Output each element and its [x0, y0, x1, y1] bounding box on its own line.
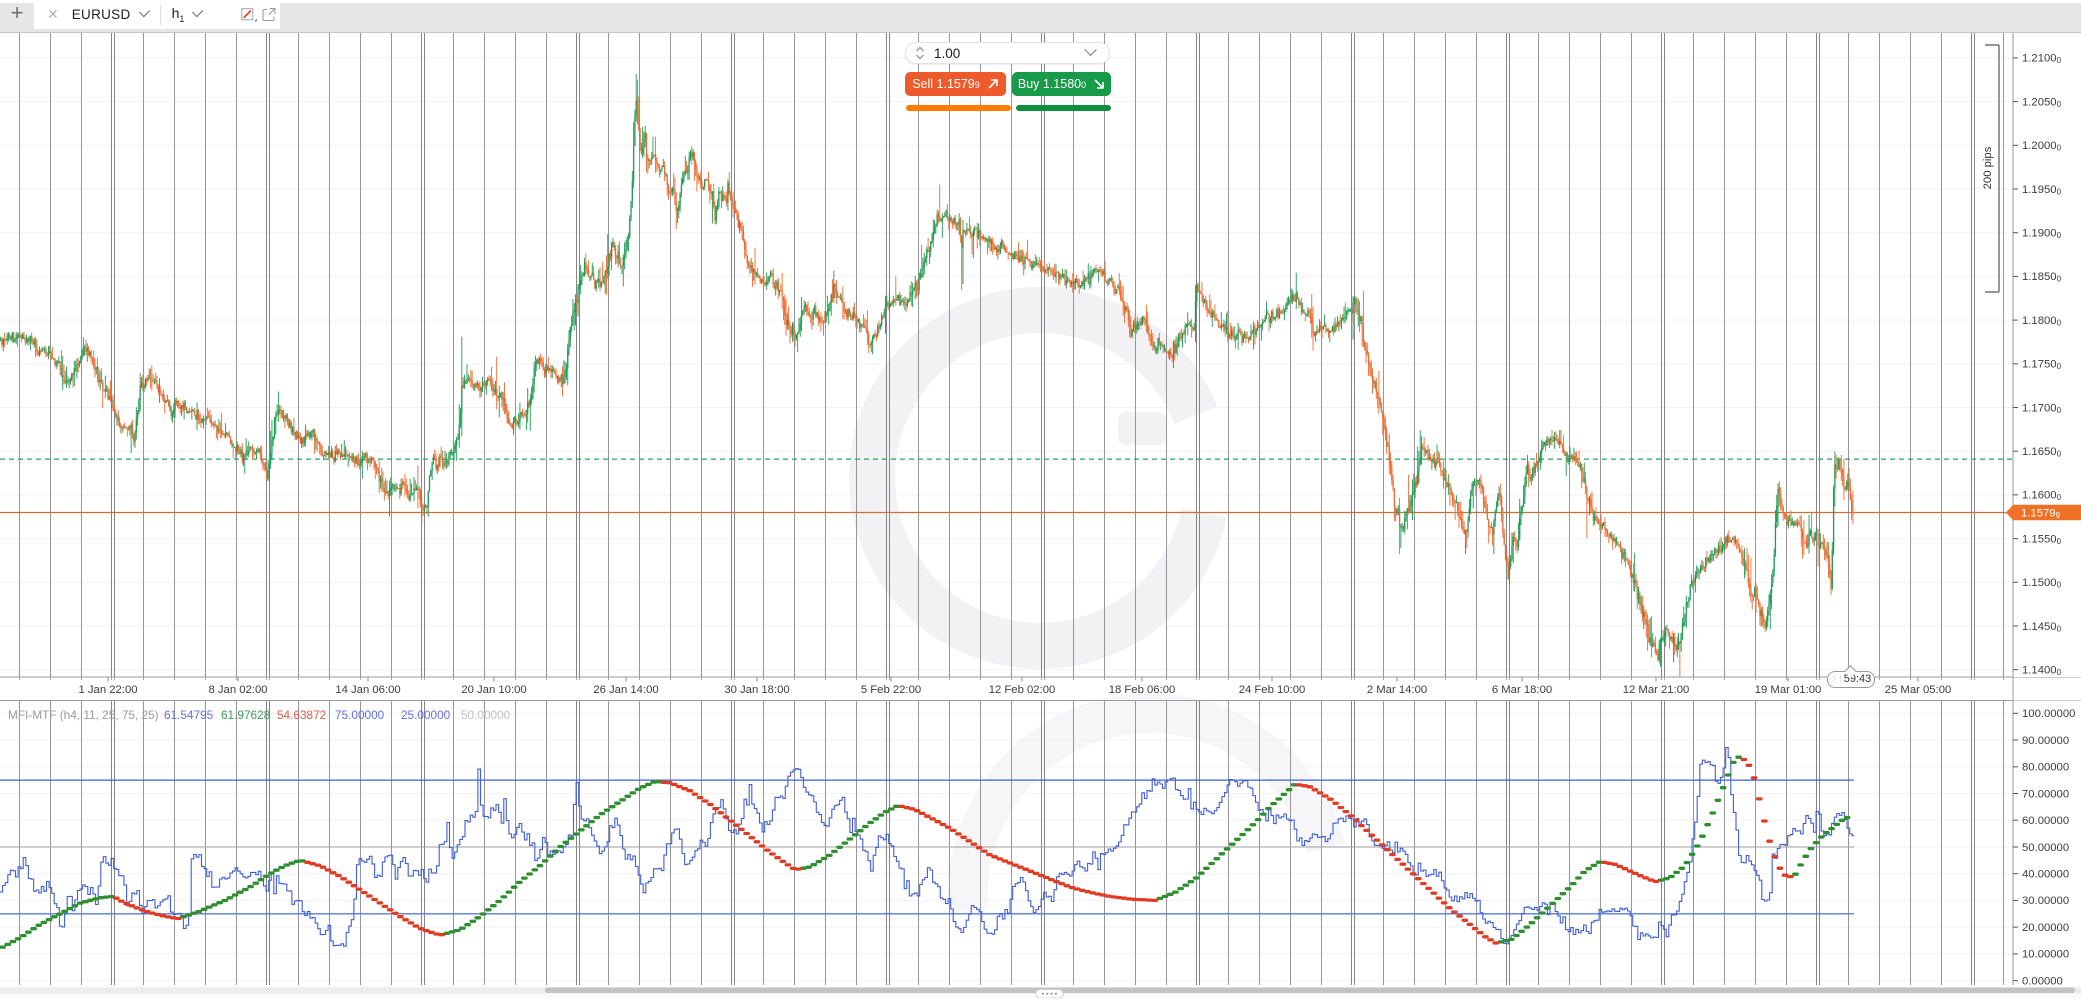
- svg-text:1.19500: 1.19500: [2022, 184, 2062, 197]
- svg-text:1 Jan 22:00: 1 Jan 22:00: [78, 684, 137, 696]
- svg-text:1.15000: 1.15000: [2022, 577, 2062, 590]
- svg-text:12 Mar 21:00: 12 Mar 21:00: [1623, 684, 1690, 696]
- svg-text:90.00000: 90.00000: [2022, 735, 2069, 747]
- svg-text:26 Jan 14:00: 26 Jan 14:00: [593, 684, 658, 696]
- svg-text:100.00000: 100.00000: [2022, 708, 2075, 720]
- svg-text:18 Feb 06:00: 18 Feb 06:00: [1109, 684, 1176, 696]
- svg-text:10.00000: 10.00000: [2022, 949, 2069, 961]
- svg-text:50.00000: 50.00000: [2022, 842, 2069, 854]
- svg-text:1.15799: 1.15799: [2021, 507, 2061, 520]
- svg-text:1.18000: 1.18000: [2022, 315, 2062, 328]
- svg-text:14 Jan 06:00: 14 Jan 06:00: [335, 684, 400, 696]
- svg-text:19 Mar 01:00: 19 Mar 01:00: [1755, 684, 1822, 696]
- svg-text:6 Mar 18:00: 6 Mar 18:00: [1492, 684, 1552, 696]
- svg-text:1.15500: 1.15500: [2022, 533, 2062, 546]
- svg-text:30 Jan 18:00: 30 Jan 18:00: [724, 684, 789, 696]
- svg-text:200 pips: 200 pips: [1982, 146, 1994, 189]
- svg-text:70.00000: 70.00000: [2022, 788, 2069, 800]
- svg-text:5 Feb 22:00: 5 Feb 22:00: [861, 684, 921, 696]
- svg-text:1.14500: 1.14500: [2022, 621, 2062, 634]
- svg-text:0.00000: 0.00000: [2022, 975, 2063, 987]
- svg-text:1.14000: 1.14000: [2022, 665, 2062, 678]
- svg-text:2 Mar 14:00: 2 Mar 14:00: [1367, 684, 1427, 696]
- svg-text:80.00000: 80.00000: [2022, 762, 2069, 774]
- svg-text:40.00000: 40.00000: [2022, 869, 2069, 881]
- svg-text:20 Jan 10:00: 20 Jan 10:00: [461, 684, 526, 696]
- svg-text:1.18500: 1.18500: [2022, 271, 2062, 284]
- svg-text:20.00000: 20.00000: [2022, 922, 2069, 934]
- svg-text:1.20000: 1.20000: [2022, 140, 2062, 153]
- svg-text:1.16500: 1.16500: [2022, 446, 2062, 459]
- svg-text:60.00000: 60.00000: [2022, 815, 2069, 827]
- svg-text:24 Feb 10:00: 24 Feb 10:00: [1239, 684, 1306, 696]
- svg-text:1.17500: 1.17500: [2022, 359, 2062, 372]
- svg-text:1.16000: 1.16000: [2022, 490, 2062, 503]
- svg-text:12 Feb 02:00: 12 Feb 02:00: [989, 684, 1056, 696]
- svg-text:1.20500: 1.20500: [2022, 96, 2062, 109]
- svg-text:1.21000: 1.21000: [2022, 53, 2062, 65]
- svg-text:25 Mar 05:00: 25 Mar 05:00: [1885, 684, 1952, 696]
- svg-text:8 Jan 02:00: 8 Jan 02:00: [208, 684, 267, 696]
- svg-text:30.00000: 30.00000: [2022, 895, 2069, 907]
- svg-text:MFI-MTF (h4, 11, 25, 75, 25)61: MFI-MTF (h4, 11, 25, 75, 25) 61.54795 61.9…: [8, 708, 511, 722]
- svg-text:1.19000: 1.19000: [2022, 228, 2062, 241]
- svg-text:1.17000: 1.17000: [2022, 402, 2062, 415]
